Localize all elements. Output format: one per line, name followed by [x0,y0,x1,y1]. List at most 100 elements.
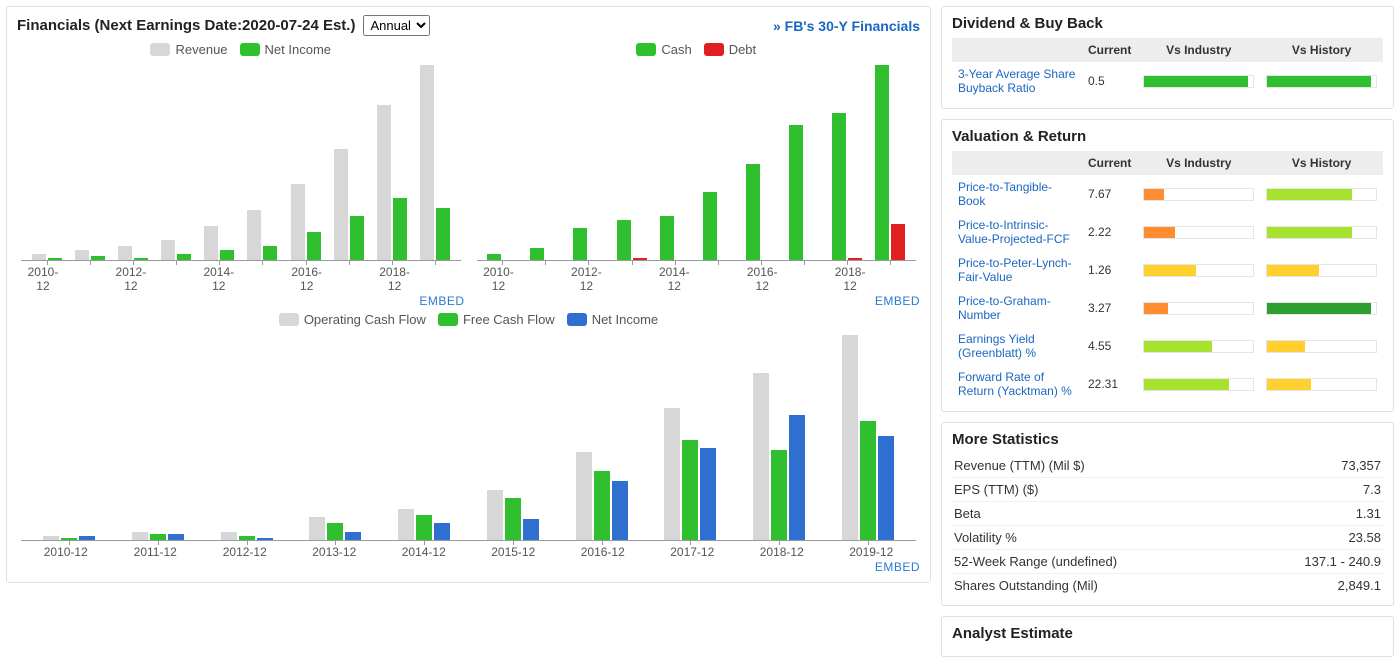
stats-value: 7.3 [1363,482,1381,497]
legend-item: Debt [704,42,756,57]
bar [660,216,674,260]
embed-link[interactable]: EMBED [875,294,920,308]
legend-swatch [279,313,299,326]
legend-item: Revenue [150,42,227,57]
bar-group [413,61,456,260]
bar [221,532,237,540]
metric-link[interactable]: Forward Rate of Return (Yacktman) % [958,370,1072,398]
bar-group [241,61,284,260]
bar [309,517,325,540]
x-axis-label: 2015-12 [469,545,559,559]
financials-panel: Financials (Next Earnings Date:2020-07-2… [6,6,931,583]
thirty-year-financials-link[interactable]: » FB's 30-Y Financials [773,18,920,34]
bar-group [370,61,413,260]
vs-history-bar [1260,73,1383,90]
stats-value: 1.31 [1356,506,1381,521]
metric-link[interactable]: Price-to-Intrinsic-Value-Projected-FCF [958,218,1070,246]
period-select[interactable]: Annual [363,15,430,36]
x-axis-label: 2014-12 [197,265,241,293]
bar-group [653,61,696,260]
legend-label: Cash [661,42,691,57]
bar-group [481,61,524,260]
bar [32,254,46,260]
metric-link[interactable]: 3-Year Average Share Buyback Ratio [958,67,1075,95]
bar [789,415,805,540]
bar [345,532,361,540]
bar [247,210,261,260]
bar [573,228,587,260]
analyst-title: Analyst Estimate [952,625,1383,642]
stats-row: 52-Week Range (undefined)137.1 - 240.9 [952,550,1383,574]
bar-group [154,61,197,260]
bar [682,440,698,540]
legend-swatch [567,313,587,326]
cash-debt-chart: CashDebt 2010-122011-122012-122013-12201… [473,42,921,308]
embed-link[interactable]: EMBED [875,560,920,574]
dividend-title: Dividend & Buy Back [952,15,1383,32]
x-axis-label: 2014-12 [379,545,469,559]
bar [789,125,803,260]
stats-row: Volatility %23.58 [952,526,1383,550]
metric-current: 4.55 [1082,337,1137,355]
legend-swatch [704,43,724,56]
bar [594,471,610,540]
legend-item: Operating Cash Flow [279,312,426,327]
stats-value: 2,849.1 [1338,578,1381,593]
bar [746,164,760,260]
bar-group [735,331,824,540]
x-axis-label: 2019-12 [827,545,917,559]
bar [436,208,450,260]
x-axis-label: 2016-12 [558,545,648,559]
metric-link[interactable]: Price-to-Peter-Lynch-Fair-Value [958,256,1072,284]
bar [505,498,521,540]
bar [523,519,539,540]
x-axis-label: 2017-12 [648,545,738,559]
bar [177,254,191,260]
bar [48,258,62,260]
bar-group [610,61,653,260]
x-axis-label: 2018-12 [737,545,827,559]
x-axis-label: 2012-12 [200,545,290,559]
metric-link[interactable]: Price-to-Graham-Number [958,294,1051,322]
more-statistics-panel: More Statistics Revenue (TTM) (Mil $)73,… [941,422,1394,606]
metric-row: Earnings Yield (Greenblatt) % 4.55 [952,327,1383,365]
bar [327,523,343,540]
bar [220,250,234,260]
vs-history-bar [1260,224,1383,241]
bar-group [284,61,327,260]
bar-group [823,331,912,540]
legend-swatch [240,43,260,56]
x-axis-label: 2010-12 [477,265,521,293]
bar [633,258,647,260]
metric-row: 3-Year Average Share Buyback Ratio0.5 [952,62,1383,100]
legend-item: Net Income [240,42,331,57]
metric-row: Price-to-Graham-Number3.27 [952,289,1383,327]
bar [132,532,148,540]
legend-item: Cash [636,42,691,57]
bar-group [114,331,203,540]
valuation-header-row: Current Vs Industry Vs History [952,151,1383,175]
bar [771,450,787,540]
metric-link[interactable]: Price-to-Tangible-Book [958,180,1052,208]
metric-link[interactable]: Earnings Yield (Greenblatt) % [958,332,1036,360]
bar-group [646,331,735,540]
vs-industry-bar [1137,224,1260,241]
vs-history-bar [1260,300,1383,317]
x-axis-label: 2012-12 [109,265,153,293]
valuation-return-panel: Valuation & Return Current Vs Industry V… [941,119,1394,412]
metric-current: 22.31 [1082,375,1137,393]
vs-history-bar [1260,262,1383,279]
stats-row: Shares Outstanding (Mil)2,849.1 [952,574,1383,597]
embed-link[interactable]: EMBED [419,294,464,308]
bar [168,534,184,540]
bar-group [783,61,826,260]
bar [617,220,631,260]
valuation-title: Valuation & Return [952,128,1383,145]
bar-group [826,61,869,260]
bar-group [524,61,567,260]
bar [91,256,105,260]
bar [878,436,894,541]
vs-industry-bar [1137,186,1260,203]
metric-row: Price-to-Peter-Lynch-Fair-Value1.26 [952,251,1383,289]
legend-swatch [150,43,170,56]
